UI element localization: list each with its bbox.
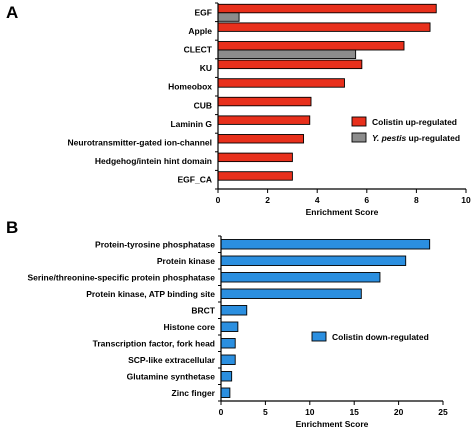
x-tick-label: 4 bbox=[315, 195, 320, 205]
bar bbox=[220, 321, 239, 332]
legend-label: Y. pestis up-regulated bbox=[372, 133, 460, 143]
category-label: Homeobox bbox=[168, 82, 212, 92]
x-tick-label: 20 bbox=[394, 407, 404, 417]
x-tick-label: 15 bbox=[349, 407, 359, 417]
category-label: Protein kinase bbox=[157, 256, 215, 266]
x-tick-label: 8 bbox=[414, 195, 419, 205]
bar bbox=[217, 22, 431, 32]
bar bbox=[217, 59, 363, 70]
bar bbox=[217, 115, 311, 125]
x-tick-label: 10 bbox=[305, 407, 315, 417]
legend-label: Colistin down-regulated bbox=[332, 332, 429, 342]
category-label: KU bbox=[200, 63, 212, 73]
x-tick-label: 0 bbox=[216, 195, 221, 205]
legend: Colistin down-regulated bbox=[311, 331, 429, 342]
legend-label: Colistin up-regulated bbox=[372, 117, 457, 127]
panel-label: B bbox=[6, 218, 18, 237]
category-label: CUB bbox=[194, 100, 212, 110]
category-label: CLECT bbox=[184, 45, 213, 55]
category-label: Histone core bbox=[164, 322, 216, 332]
category-label: Transcription factor, fork head bbox=[93, 338, 215, 348]
legend: Colistin up-regulated Y. pestis up-regula… bbox=[351, 116, 460, 143]
category-label: Protein kinase, ATP binding site bbox=[86, 289, 215, 299]
x-axis-label: Enrichment Score bbox=[296, 419, 369, 429]
category-label: Glutamine synthetase bbox=[127, 371, 216, 381]
x-tick-label: 25 bbox=[438, 407, 448, 417]
category-label: SCP-like extracellular bbox=[128, 355, 216, 365]
chart-panel-A: A EGF Apple CLECT KU Homeobox CUB Laminin G Neur… bbox=[6, 2, 471, 217]
bar bbox=[220, 387, 231, 398]
category-label: Serine/threonine-specific protein phosph… bbox=[27, 272, 215, 282]
bar bbox=[217, 41, 405, 51]
bar bbox=[220, 305, 248, 316]
bar bbox=[217, 49, 357, 59]
bar bbox=[217, 171, 293, 181]
bar bbox=[220, 371, 233, 382]
category-label: EGF_CA bbox=[178, 175, 212, 185]
category-label: EGF bbox=[195, 7, 212, 17]
category-label: Zinc finger bbox=[172, 388, 216, 398]
bar bbox=[217, 3, 437, 14]
category-label: Hedgehog/intein hint domain bbox=[95, 156, 212, 166]
category-label: Protein-tyrosine phosphatase bbox=[95, 239, 215, 249]
category-label: Laminin G bbox=[170, 119, 212, 129]
bar bbox=[217, 12, 240, 22]
bar bbox=[220, 338, 236, 349]
category-label: BRCT bbox=[191, 305, 215, 315]
legend-swatch bbox=[351, 116, 367, 127]
x-tick-label: 10 bbox=[461, 195, 471, 205]
x-tick-label: 6 bbox=[364, 195, 369, 205]
bar bbox=[220, 272, 381, 283]
bar bbox=[220, 239, 431, 250]
x-tick-label: 5 bbox=[263, 407, 268, 417]
bar bbox=[217, 96, 312, 107]
legend-swatch bbox=[311, 331, 327, 342]
x-axis-label: Enrichment Score bbox=[306, 207, 379, 217]
x-tick-label: 2 bbox=[265, 195, 270, 205]
bar bbox=[217, 152, 293, 163]
bar bbox=[217, 78, 345, 88]
bar bbox=[220, 354, 236, 365]
legend-swatch bbox=[351, 132, 367, 143]
bar bbox=[220, 255, 407, 266]
bar bbox=[220, 288, 362, 299]
category-label: Apple bbox=[188, 26, 212, 36]
bar bbox=[217, 134, 305, 144]
category-label: Neurotransmitter-gated ion-channel bbox=[67, 138, 212, 148]
chart-panel-B: B Protein-tyrosine phosphatase Protein kin… bbox=[6, 218, 448, 429]
x-tick-label: 0 bbox=[219, 407, 224, 417]
panel-label: A bbox=[6, 3, 18, 22]
